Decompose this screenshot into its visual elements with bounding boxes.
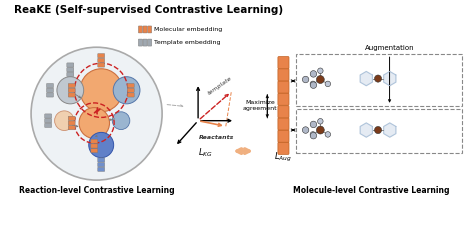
Text: ReaKE (Self-supervised Contrastive Learning): ReaKE (Self-supervised Contrastive Learn… [14,5,283,15]
Text: Reactants: Reactants [199,135,235,140]
Circle shape [302,127,309,133]
FancyBboxPatch shape [98,58,105,63]
FancyBboxPatch shape [91,144,98,148]
Polygon shape [383,123,396,137]
FancyBboxPatch shape [278,69,289,81]
FancyBboxPatch shape [46,93,54,97]
FancyBboxPatch shape [278,57,289,69]
Text: $L_{Aug}$: $L_{Aug}$ [273,151,292,164]
FancyBboxPatch shape [278,106,289,118]
FancyBboxPatch shape [68,93,75,97]
Polygon shape [383,71,396,86]
Circle shape [80,69,122,112]
Circle shape [374,75,382,82]
FancyBboxPatch shape [46,83,54,88]
FancyBboxPatch shape [278,93,289,105]
Text: $L_{KG}$: $L_{KG}$ [198,147,212,159]
FancyBboxPatch shape [98,158,105,162]
Circle shape [55,111,74,130]
FancyBboxPatch shape [98,167,105,171]
FancyBboxPatch shape [68,88,75,92]
FancyBboxPatch shape [67,63,74,67]
Circle shape [89,132,114,158]
Circle shape [325,81,330,87]
Polygon shape [360,123,373,137]
Circle shape [317,76,324,83]
Circle shape [310,121,317,128]
Circle shape [31,47,162,180]
FancyBboxPatch shape [91,148,98,153]
Text: template: template [206,76,233,96]
Circle shape [57,77,84,104]
Circle shape [302,76,309,83]
FancyBboxPatch shape [45,119,52,123]
FancyBboxPatch shape [98,54,105,58]
FancyBboxPatch shape [138,26,143,33]
FancyBboxPatch shape [68,126,75,130]
FancyBboxPatch shape [67,72,74,77]
Circle shape [310,132,316,137]
Circle shape [374,126,382,134]
Circle shape [79,108,109,138]
FancyBboxPatch shape [45,123,52,128]
Text: Reaction-level Contrastive Learning: Reaction-level Contrastive Learning [19,186,174,195]
FancyBboxPatch shape [143,26,147,33]
FancyBboxPatch shape [98,63,105,67]
Circle shape [310,81,316,87]
Circle shape [310,132,317,139]
Circle shape [318,119,323,124]
Text: Molecule-level Contrastive Learning: Molecule-level Contrastive Learning [293,186,449,195]
Text: Maximize
agreement: Maximize agreement [243,100,278,111]
Circle shape [112,112,130,130]
Circle shape [310,82,317,88]
Text: Template embedding: Template embedding [154,40,221,45]
FancyBboxPatch shape [91,139,98,143]
Text: Augmentation: Augmentation [365,45,414,51]
FancyBboxPatch shape [68,83,75,88]
Circle shape [113,77,140,104]
FancyBboxPatch shape [143,39,147,46]
FancyBboxPatch shape [278,118,289,130]
FancyBboxPatch shape [45,114,52,118]
Circle shape [325,132,330,137]
FancyBboxPatch shape [147,39,152,46]
FancyBboxPatch shape [98,162,105,167]
FancyBboxPatch shape [278,142,289,154]
FancyBboxPatch shape [46,88,54,92]
Circle shape [310,71,317,77]
FancyBboxPatch shape [128,83,134,88]
FancyBboxPatch shape [67,68,74,72]
FancyBboxPatch shape [138,39,143,46]
Text: Molecular embedding: Molecular embedding [154,27,222,32]
Circle shape [317,126,324,134]
FancyBboxPatch shape [128,93,134,97]
FancyBboxPatch shape [278,81,289,93]
Polygon shape [360,71,373,86]
FancyBboxPatch shape [68,121,75,125]
FancyBboxPatch shape [147,26,152,33]
Circle shape [318,68,323,74]
FancyBboxPatch shape [68,116,75,120]
FancyBboxPatch shape [278,130,289,142]
FancyBboxPatch shape [128,88,134,92]
